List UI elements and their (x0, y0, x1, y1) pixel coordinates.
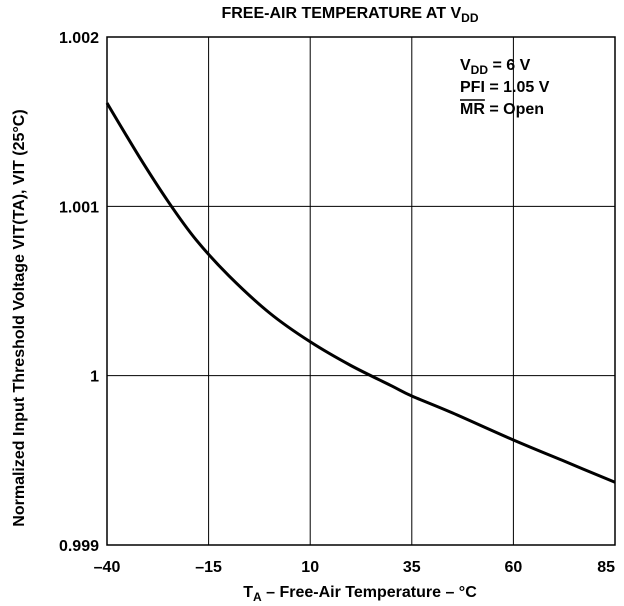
x-tick-label: –15 (195, 559, 222, 576)
y-tick-label: 1.001 (59, 199, 99, 216)
series-line (105, 102, 616, 484)
legend-condition-subscript: DD (471, 63, 489, 77)
y-tick-label: 1 (90, 369, 99, 386)
chart-title-main: FREE-AIR TEMPERATURE AT V (221, 5, 461, 22)
y-tick-labels: 0.999 1 1.001 1.002 (59, 30, 99, 555)
legend-condition-value: = 6 V (488, 57, 531, 74)
legend-condition-value: = 1.05 V (485, 79, 550, 96)
x-axis-label-rest: – Free-Air Temperature – °C (262, 584, 478, 601)
x-tick-label: 35 (403, 559, 421, 576)
grid (106, 36, 616, 546)
chart-title: FREE-AIR TEMPERATURE AT VDD (221, 5, 478, 25)
legend-condition-name: PFI (460, 79, 485, 96)
y-tick-label: 1.002 (59, 30, 99, 47)
y-axis-label: Normalized Input Threshold Voltage VIT(T… (11, 109, 28, 526)
x-axis-label: TA – Free-Air Temperature – °C (243, 584, 477, 604)
x-axis-label-sub: A (253, 590, 262, 604)
legend-condition: MR = Open (460, 101, 544, 118)
legend-condition-name: MR (460, 101, 485, 118)
legend-condition-name: V (460, 57, 471, 74)
legend-condition: PFI = 1.05 V (460, 79, 550, 96)
y-tick-label: 0.999 (59, 538, 99, 555)
x-tick-label: 85 (597, 559, 615, 576)
x-axis-label-t: T (243, 584, 253, 601)
legend-condition: VDD = 6 V (460, 57, 531, 77)
x-tick-label: 10 (301, 559, 319, 576)
x-tick-labels: –40 –15 10 35 60 85 (94, 559, 615, 576)
legend-condition-value: = Open (485, 101, 544, 118)
x-tick-label: –40 (94, 559, 121, 576)
x-tick-label: 60 (505, 559, 523, 576)
chart-title-sub: DD (461, 11, 479, 25)
